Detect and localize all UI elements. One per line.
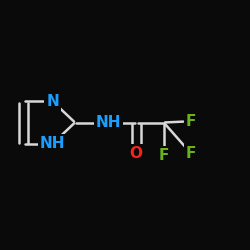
Text: F: F xyxy=(158,148,169,162)
Text: N: N xyxy=(46,94,59,109)
Text: NH: NH xyxy=(96,115,122,130)
Text: F: F xyxy=(186,146,196,161)
Text: O: O xyxy=(130,146,143,161)
Text: NH: NH xyxy=(40,136,65,151)
Text: F: F xyxy=(186,114,196,129)
